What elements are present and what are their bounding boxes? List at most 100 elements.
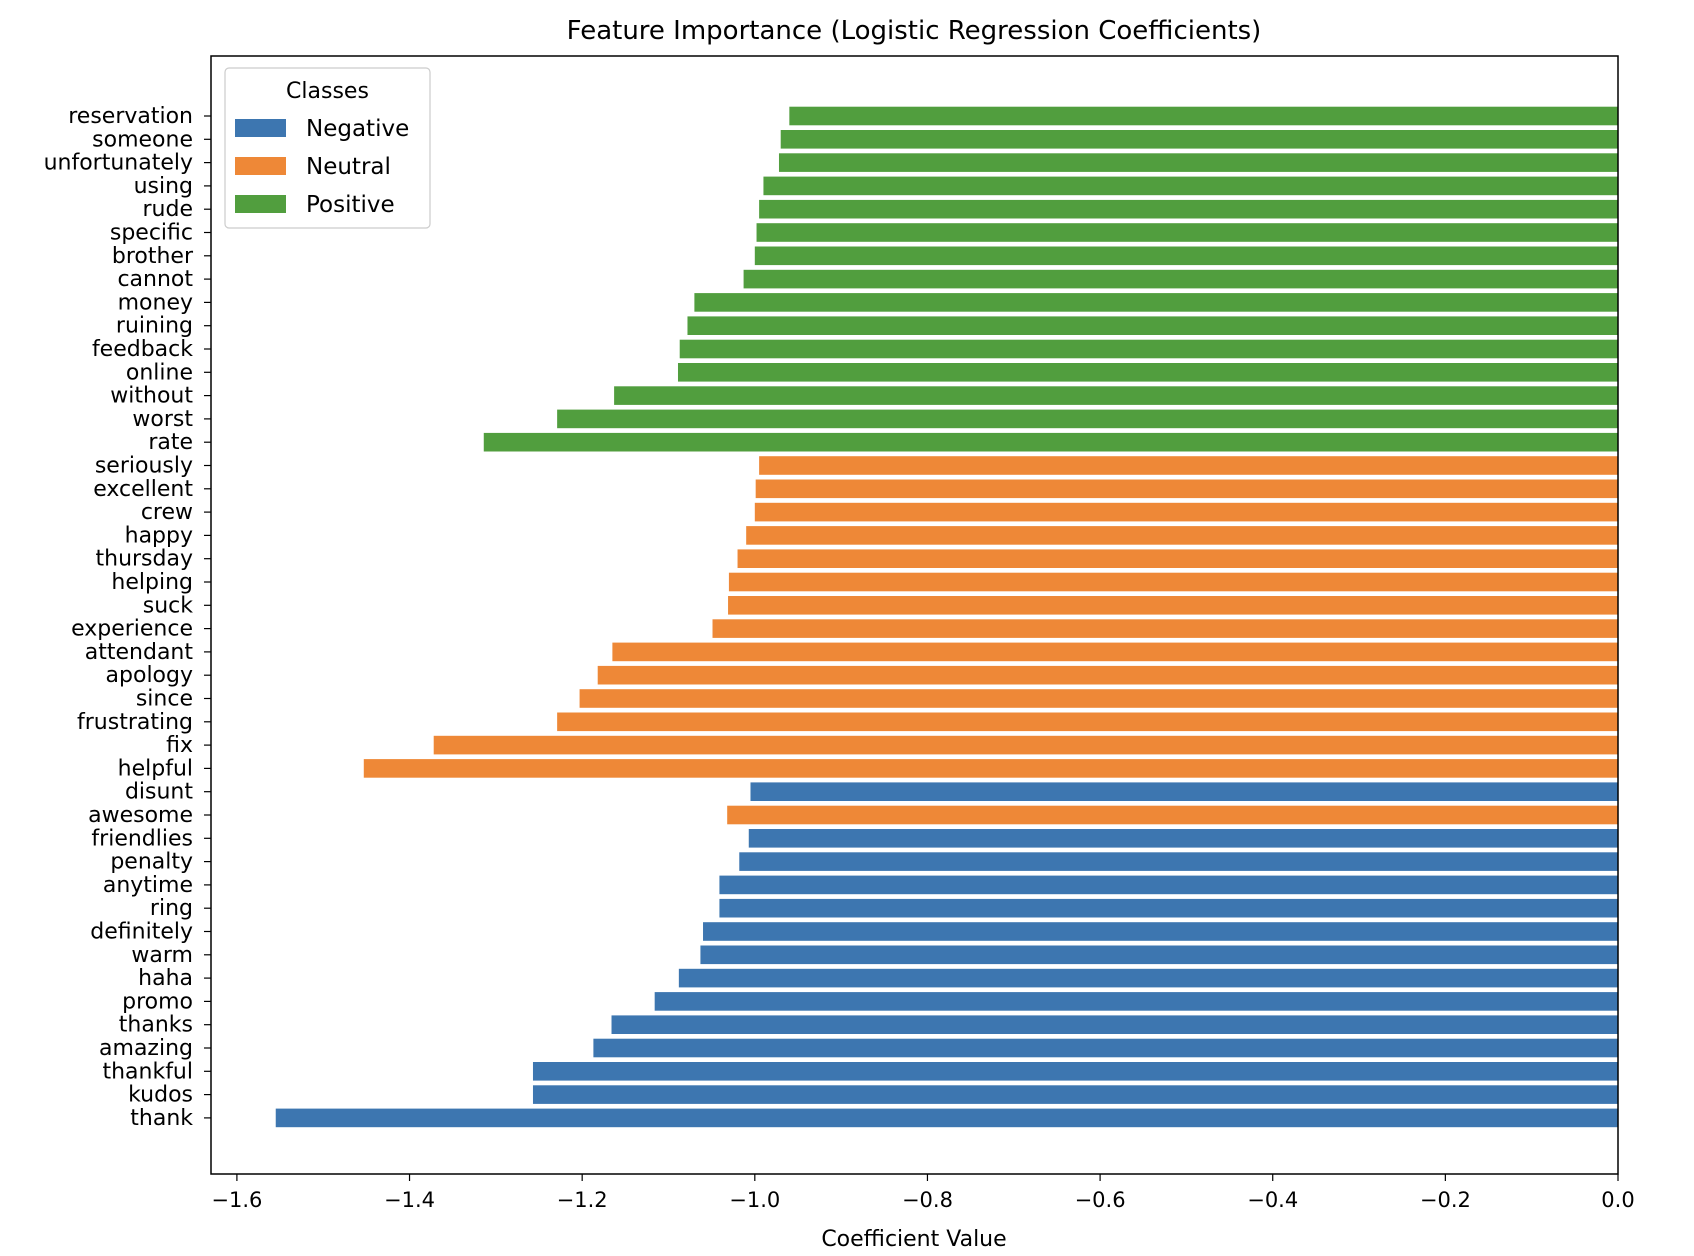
- bar-happy: [746, 526, 1618, 545]
- y-tick-label-anytime: anytime: [103, 873, 193, 898]
- bar-thanks: [611, 1015, 1618, 1034]
- y-tick-label-excellent: excellent: [93, 477, 193, 502]
- y-tick-label-worst: worst: [132, 407, 193, 432]
- legend-title: Classes: [286, 79, 369, 104]
- bar-frustrating: [557, 712, 1618, 732]
- bar-since: [579, 689, 1618, 708]
- bar-unfortunately: [778, 153, 1618, 172]
- bar-cannot: [743, 269, 1618, 289]
- legend-swatch-negative: [235, 119, 286, 137]
- bar-kudos: [532, 1085, 1618, 1104]
- bar-rude: [759, 199, 1618, 219]
- y-tick-label-using: using: [134, 174, 193, 199]
- y-tick-label-amazing: amazing: [99, 1036, 193, 1061]
- legend-label-neutral: Neutral: [306, 154, 391, 180]
- y-tick-label-haha: haha: [138, 966, 193, 991]
- bar-using: [763, 176, 1618, 196]
- y-tick-label-ruining: ruining: [116, 314, 193, 339]
- y-tick-label-feedback: feedback: [92, 337, 193, 362]
- bar-rate: [483, 432, 1619, 452]
- bar-attendant: [612, 642, 1618, 662]
- legend-swatch-neutral: [235, 157, 286, 175]
- y-tick-label-happy: happy: [125, 523, 193, 548]
- x-tick-label: −0.6: [1075, 1188, 1126, 1212]
- plot-frame: [210, 55, 1619, 1175]
- y-tick-label-apology: apology: [106, 663, 193, 688]
- bar-thursday: [737, 549, 1618, 568]
- bar-fix: [433, 735, 1618, 755]
- bar-someone: [780, 130, 1618, 149]
- bar-haha: [678, 968, 1618, 988]
- y-tick-label-promo: promo: [122, 989, 193, 1014]
- y-tick-label-kudos: kudos: [128, 1083, 193, 1108]
- y-tick-label-awesome: awesome: [88, 803, 193, 828]
- bar-warm: [700, 945, 1618, 965]
- bar-experience: [712, 619, 1618, 638]
- x-axis-ticks: −1.6 −1.4 −1.2 −1.0 −0.8 −0.6 −0.4 −0.2 0.0: [211, 1174, 1635, 1212]
- y-tick-label-thanks: thanks: [119, 1013, 193, 1038]
- x-tick-label: −1.2: [557, 1188, 608, 1212]
- bars-layer: [275, 106, 1619, 1128]
- y-tick-label-cannot: cannot: [117, 267, 193, 292]
- x-tick-label: −1.0: [729, 1188, 780, 1212]
- bar-feedback: [679, 339, 1618, 359]
- y-tick-label-brother: brother: [112, 244, 194, 269]
- bar-amazing: [593, 1038, 1618, 1058]
- bar-apology: [597, 665, 1618, 685]
- x-tick-label: −0.4: [1247, 1188, 1298, 1212]
- bar-helpful: [363, 759, 1618, 778]
- bar-specific: [756, 223, 1618, 242]
- y-tick-label-online: online: [126, 360, 193, 385]
- legend-swatch-positive: [235, 195, 286, 213]
- y-tick-label-warm: warm: [131, 943, 193, 968]
- y-tick-label-specific: specific: [110, 221, 193, 246]
- legend-label-negative: Negative: [306, 116, 409, 142]
- bar-reservation: [789, 106, 1618, 126]
- y-tick-label-attendant: attendant: [85, 640, 194, 665]
- y-tick-label-someone: someone: [92, 127, 193, 152]
- bar-definitely: [703, 922, 1618, 941]
- bar-awesome: [727, 805, 1618, 825]
- bar-thankful: [532, 1062, 1618, 1081]
- x-tick-label: −1.6: [211, 1188, 262, 1212]
- y-tick-label-money: money: [118, 290, 193, 315]
- bar-suck: [728, 596, 1618, 615]
- bar-without: [614, 386, 1618, 405]
- y-tick-label-thankful: thankful: [102, 1059, 193, 1084]
- x-tick-label: −0.8: [902, 1188, 953, 1212]
- bar-brother: [754, 246, 1618, 266]
- y-tick-labels: reservationsomeoneunfortunatelyusingrude…: [44, 104, 211, 1131]
- y-tick-label-rude: rude: [143, 197, 194, 222]
- bar-thank: [275, 1108, 1618, 1128]
- bar-anytime: [719, 875, 1618, 895]
- y-tick-label-helpful: helpful: [118, 756, 193, 781]
- chart-title: Feature Importance (Logistic Regression …: [567, 16, 1262, 46]
- x-tick-label: 0.0: [1601, 1188, 1634, 1212]
- x-tick-label: −1.4: [384, 1188, 435, 1212]
- y-tick-label-helping: helping: [111, 570, 193, 595]
- x-tick-label: −0.2: [1420, 1188, 1471, 1212]
- y-tick-label-penalty: penalty: [110, 850, 193, 875]
- bar-helping: [728, 572, 1618, 592]
- y-tick-label-experience: experience: [71, 617, 193, 642]
- bar-money: [694, 293, 1618, 312]
- y-tick-label-ring: ring: [150, 896, 193, 921]
- y-tick-label-without: without: [110, 384, 193, 409]
- y-tick-label-frustrating: frustrating: [77, 710, 193, 735]
- y-tick-label-friendlies: friendlies: [91, 826, 193, 851]
- bar-friendlies: [748, 829, 1618, 848]
- bar-ring: [719, 898, 1618, 918]
- y-tick-label-reservation: reservation: [68, 104, 193, 129]
- bar-disunt: [750, 782, 1618, 801]
- bar-worst: [557, 409, 1618, 429]
- y-tick-label-thank: thank: [130, 1106, 193, 1131]
- y-tick-label-definitely: definitely: [90, 920, 193, 945]
- bar-seriously: [759, 456, 1618, 475]
- y-tick-label-unfortunately: unfortunately: [44, 151, 193, 176]
- y-tick-label-suck: suck: [143, 593, 194, 618]
- bar-excellent: [755, 479, 1618, 499]
- legend-box: [224, 67, 431, 229]
- y-tick-label-fix: fix: [166, 733, 193, 758]
- y-tick-label-crew: crew: [141, 500, 193, 525]
